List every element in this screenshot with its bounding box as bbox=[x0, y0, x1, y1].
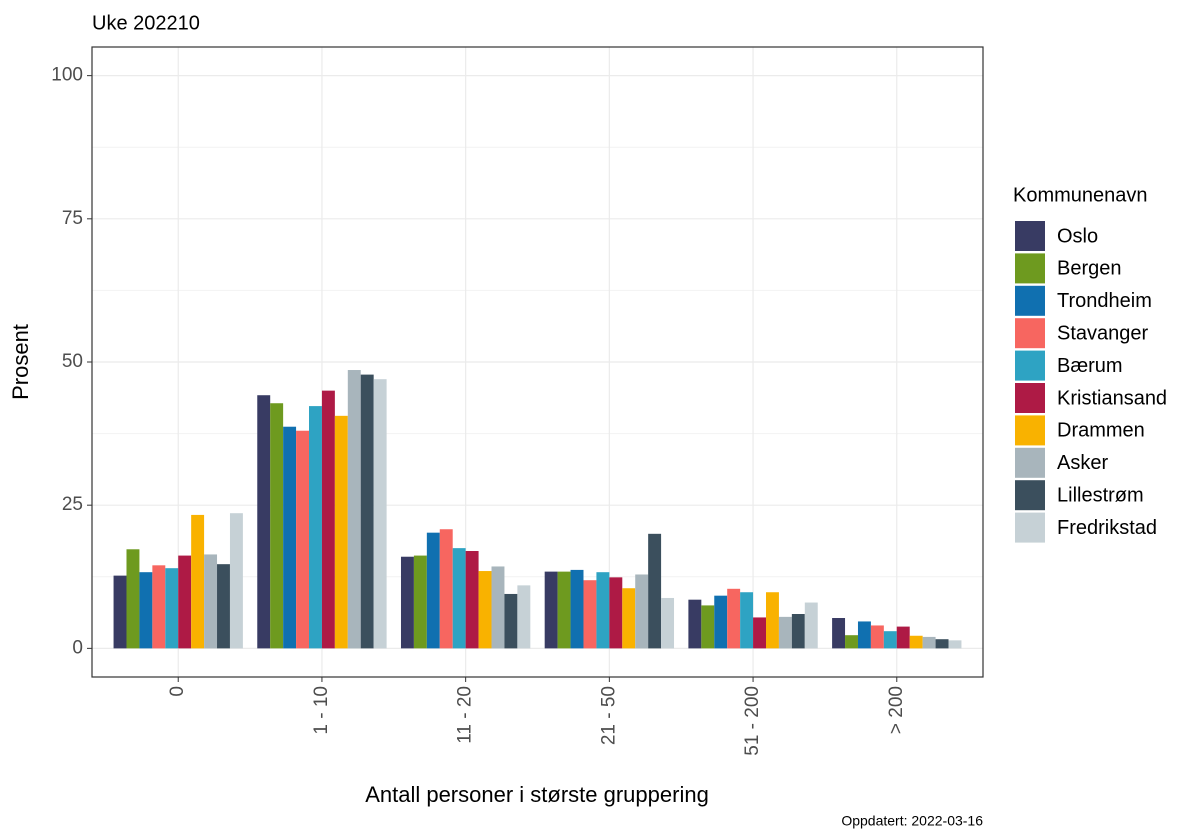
y-tick-label: 75 bbox=[62, 208, 83, 229]
bar bbox=[648, 533, 662, 649]
legend-swatch bbox=[1015, 318, 1045, 349]
bar bbox=[922, 636, 936, 649]
bar bbox=[570, 569, 584, 649]
caption: Oppdatert: 2022-03-16 bbox=[841, 813, 983, 829]
bar bbox=[113, 575, 127, 649]
x-tick-label: 51 - 200 bbox=[742, 686, 763, 756]
y-axis-title: Prosent bbox=[8, 324, 33, 400]
x-tick-label: > 200 bbox=[886, 686, 907, 734]
bar bbox=[360, 374, 374, 649]
bar bbox=[452, 548, 466, 649]
bar bbox=[426, 532, 440, 649]
bar bbox=[347, 370, 361, 649]
bar bbox=[596, 572, 610, 649]
legend-swatch bbox=[1015, 285, 1045, 316]
bar bbox=[935, 639, 949, 649]
y-tick-label: 50 bbox=[62, 351, 83, 372]
legend-label: Bergen bbox=[1057, 258, 1122, 280]
legend-swatch bbox=[1015, 480, 1045, 511]
bar bbox=[321, 390, 335, 649]
bar bbox=[126, 549, 140, 649]
legend-swatch bbox=[1015, 350, 1045, 381]
legend-label: Oslo bbox=[1057, 225, 1098, 247]
legend-label: Lillestrøm bbox=[1057, 484, 1144, 506]
bar bbox=[296, 430, 310, 649]
legend-title: Kommunenavn bbox=[1013, 184, 1148, 206]
bar bbox=[309, 406, 322, 649]
y-tick-label: 25 bbox=[62, 494, 83, 515]
y-tick-label: 0 bbox=[72, 637, 83, 658]
bar bbox=[270, 403, 284, 649]
bar bbox=[373, 379, 387, 649]
bar bbox=[165, 568, 179, 649]
bar bbox=[635, 574, 649, 649]
bar bbox=[714, 595, 728, 649]
bar bbox=[400, 556, 414, 649]
bar bbox=[152, 565, 166, 649]
bar bbox=[727, 588, 741, 649]
legend-swatch bbox=[1015, 253, 1045, 284]
bar bbox=[609, 577, 623, 649]
legend-swatch bbox=[1015, 447, 1045, 478]
legend-label: Trondheim bbox=[1057, 290, 1152, 312]
x-axis-title: Antall personer i største gruppering bbox=[365, 782, 709, 807]
legend-label: Fredrikstad bbox=[1057, 517, 1157, 539]
bar bbox=[791, 614, 805, 649]
legend-label: Asker bbox=[1057, 452, 1108, 474]
x-tick-label: 11 - 20 bbox=[455, 686, 476, 744]
bar bbox=[765, 592, 779, 649]
bar bbox=[753, 617, 766, 649]
bar bbox=[178, 555, 192, 649]
bar bbox=[413, 555, 427, 649]
bar bbox=[465, 551, 479, 649]
bar bbox=[870, 625, 884, 649]
bar bbox=[701, 605, 715, 649]
bar bbox=[948, 640, 962, 649]
legend-label: Kristiansand bbox=[1057, 387, 1167, 409]
y-tick-label: 100 bbox=[51, 65, 83, 86]
legend-label: Bærum bbox=[1057, 355, 1123, 377]
bar bbox=[845, 635, 858, 649]
bar bbox=[557, 571, 571, 649]
x-tick-label: 1 - 10 bbox=[311, 686, 332, 735]
legend-swatch bbox=[1015, 415, 1045, 446]
bar bbox=[229, 513, 243, 649]
bar bbox=[517, 585, 531, 649]
legend-swatch bbox=[1015, 512, 1045, 543]
legend-label: Drammen bbox=[1057, 420, 1145, 442]
bar bbox=[896, 626, 910, 649]
bar bbox=[778, 616, 792, 649]
legend-swatch bbox=[1015, 221, 1045, 251]
bar bbox=[439, 529, 453, 649]
bar bbox=[832, 618, 846, 649]
bar bbox=[688, 599, 702, 649]
bar bbox=[661, 597, 675, 649]
chart-title: Uke 202210 bbox=[92, 12, 200, 34]
bar bbox=[257, 395, 271, 649]
bar bbox=[883, 631, 897, 649]
bar bbox=[139, 572, 153, 649]
plot-border bbox=[91, 46, 984, 678]
x-tick-label: 0 bbox=[167, 686, 188, 697]
bar bbox=[478, 571, 492, 649]
x-tick-label: 21 - 50 bbox=[598, 686, 619, 745]
legend-label: Stavanger bbox=[1057, 322, 1149, 344]
bar bbox=[283, 426, 297, 649]
bar bbox=[583, 580, 597, 649]
bar bbox=[740, 592, 754, 649]
bar bbox=[857, 621, 871, 649]
bar bbox=[217, 564, 230, 649]
bar bbox=[504, 593, 518, 649]
bar bbox=[622, 588, 636, 649]
bar bbox=[804, 602, 818, 649]
bar bbox=[909, 635, 923, 649]
bar bbox=[204, 554, 218, 649]
legend-swatch bbox=[1015, 383, 1045, 413]
bar bbox=[334, 415, 348, 649]
bar bbox=[491, 566, 505, 649]
bar bbox=[544, 571, 558, 649]
bar bbox=[191, 514, 205, 649]
